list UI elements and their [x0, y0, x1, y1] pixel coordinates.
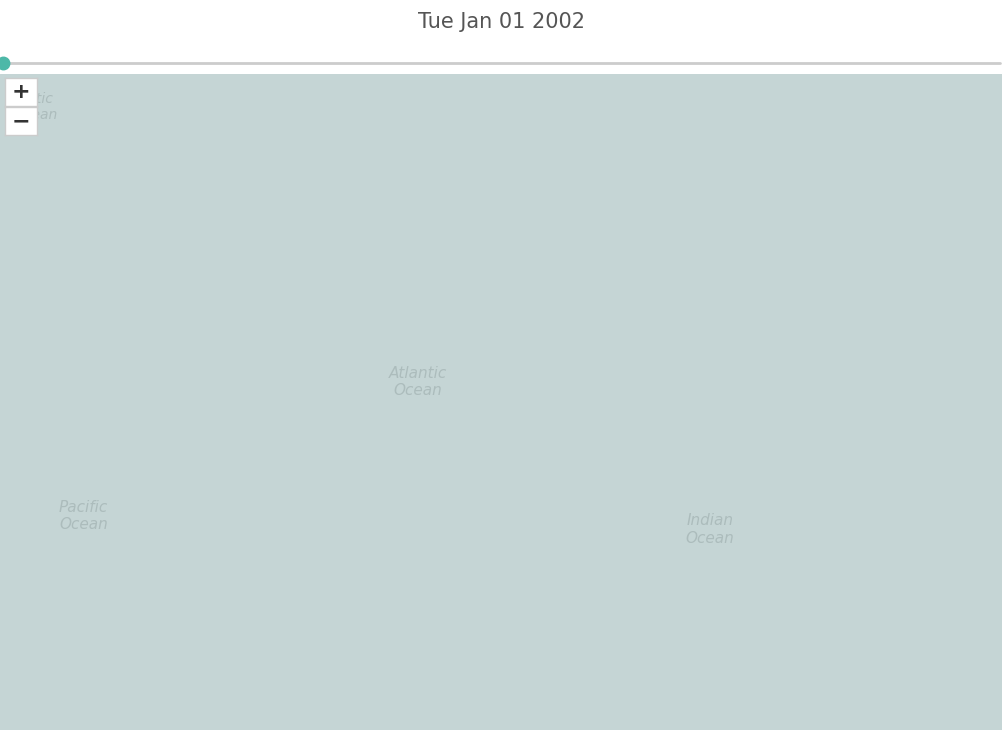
Text: Pacific
Ocean: Pacific Ocean	[59, 500, 108, 532]
Text: Indian
Ocean: Indian Ocean	[685, 513, 734, 545]
Text: +: +	[12, 82, 30, 102]
Text: −: −	[12, 111, 30, 131]
Text: Atlantic
Ocean: Atlantic Ocean	[389, 366, 447, 399]
Text: Tue Jan 01 2002: Tue Jan 01 2002	[418, 12, 584, 32]
Text: Arctic
Ocean: Arctic Ocean	[14, 92, 58, 123]
